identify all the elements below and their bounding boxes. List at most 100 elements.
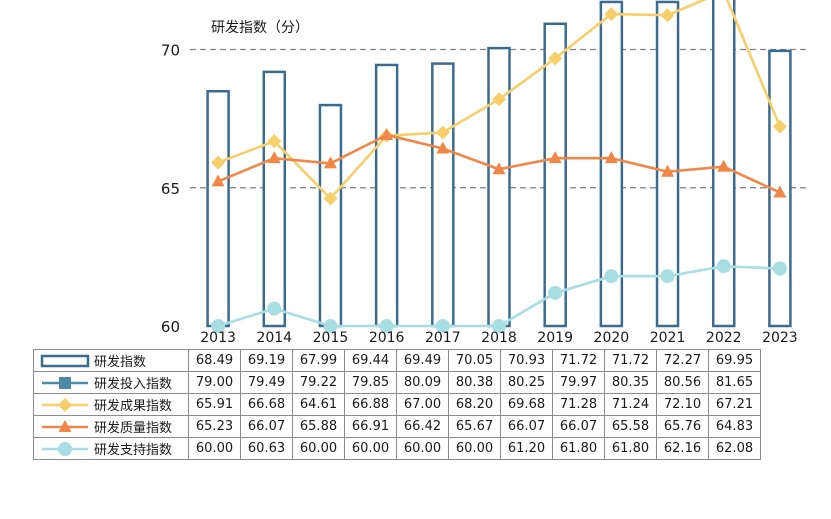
table-cell: 69.19 [240, 349, 293, 372]
bar [655, 0, 680, 328]
bar [318, 103, 343, 328]
x-tick-label: 2019 [537, 330, 573, 346]
legend-label: 研发投入指数 [94, 377, 173, 392]
table-cell: 80.38 [448, 371, 501, 394]
table-cell: 69.68 [500, 393, 553, 416]
legend-key [40, 397, 90, 412]
table-cell: 65.88 [292, 415, 345, 438]
legend-key [40, 376, 90, 390]
table-cell: 62.08 [708, 437, 761, 460]
table-cell: 80.35 [604, 371, 657, 394]
marker-triangle [604, 151, 618, 164]
table-cell: 67.21 [708, 393, 761, 416]
table-cell: 68.49 [188, 349, 241, 372]
x-tick-label: 2023 [762, 330, 798, 346]
y-tick-label: 60 [161, 318, 180, 336]
table-cell: 69.95 [708, 349, 761, 372]
grid-lines [190, 48, 808, 189]
table-cell: 66.07 [500, 415, 553, 438]
marker-diamond [58, 397, 72, 412]
marker-circle [716, 259, 731, 274]
bar [262, 70, 287, 328]
table-cell: 71.28 [552, 393, 605, 416]
table-cell: 60.63 [240, 437, 293, 460]
table-cell: 64.61 [292, 393, 345, 416]
table-cell: 79.22 [292, 371, 345, 394]
marker-circle [58, 441, 72, 456]
legend-cell: 研发质量指数 [33, 415, 189, 438]
table-cell: 61.80 [552, 437, 605, 460]
x-tick-label: 2014 [256, 330, 292, 346]
y-tick-label: 70 [161, 42, 180, 60]
marker-triangle [436, 141, 450, 154]
marker-circle [267, 301, 282, 316]
x-axis: 2013 2014 2015 2016 2017 2018 2019 2020 2021 2022… [200, 330, 797, 346]
marker-circle [211, 319, 226, 333]
table-cell: 79.49 [240, 371, 293, 394]
table-cell: 79.85 [344, 371, 397, 394]
legend-cell: 研发成果指数 [33, 393, 189, 416]
table-cell: 66.88 [344, 393, 397, 416]
table-cell: 71.24 [604, 393, 657, 416]
bar [431, 62, 455, 328]
table-cell: 79.97 [552, 371, 605, 394]
marker-triangle [548, 151, 562, 164]
table-row: 研发指数 68.49 69.19 67.99 69.44 69.49 70.05 70.93 7… [33, 349, 761, 372]
table-cell: 66.91 [344, 415, 397, 438]
table-cell: 61.80 [604, 437, 657, 460]
table-cell: 67.00 [396, 393, 449, 416]
marker-circle [379, 319, 394, 333]
table-cell: 81.65 [708, 371, 761, 394]
marker-circle [604, 269, 619, 284]
table-cell: 66.42 [396, 415, 449, 438]
marker-circle [492, 319, 506, 333]
series-研发成果指数 [211, 0, 787, 206]
marker-square [59, 376, 71, 389]
bar [543, 22, 567, 328]
marker-diamond [492, 92, 506, 107]
table-cell: 71.72 [552, 349, 605, 372]
y-axis: 6065707580 [161, 42, 180, 337]
bar [487, 46, 511, 328]
table-cell: 80.09 [396, 371, 449, 394]
table-cell: 65.58 [604, 415, 657, 438]
table-row: 研发支持指数 60.00 60.63 60.00 60.00 60.00 60.00 61.2… [33, 437, 761, 460]
table-cell: 69.44 [344, 349, 397, 372]
series-研发支持指数 [211, 259, 787, 333]
table-cell: 68.20 [448, 393, 501, 416]
table-cell: 80.56 [656, 371, 709, 394]
table-row: 研发成果指数 65.91 66.68 64.61 66.88 67.00 68.20 69.6… [33, 393, 761, 416]
marker-triangle [492, 162, 506, 175]
table-cell: 80.25 [500, 371, 553, 394]
table-cell: 60.00 [292, 437, 345, 460]
x-tick-label: 2016 [369, 330, 405, 346]
marker-diamond [772, 119, 787, 134]
marker-triangle [717, 159, 731, 172]
x-tick-label: 2015 [313, 330, 349, 346]
table-row: 研发质量指数 65.23 66.07 65.88 66.91 66.42 65.67 66.0… [33, 415, 761, 438]
marker-diamond [323, 191, 338, 206]
table-cell: 72.10 [656, 393, 709, 416]
table-cell: 66.07 [240, 415, 293, 438]
table-cell: 60.00 [396, 437, 449, 460]
marker-circle [548, 285, 563, 300]
legend-key [40, 354, 90, 368]
marker-circle [435, 319, 450, 333]
bar [599, 0, 624, 328]
table-cell: 60.00 [188, 437, 241, 460]
marker-circle [660, 269, 675, 284]
marker-triangle [773, 185, 787, 198]
table-cell: 62.16 [656, 437, 709, 460]
marker-triangle [211, 174, 225, 187]
table-cell: 67.99 [292, 349, 345, 372]
legend-label: 研发指数 [94, 355, 147, 370]
marker-diamond [548, 51, 563, 66]
table-cell: 66.07 [552, 415, 605, 438]
legend-label: 研发质量指数 [94, 421, 173, 436]
table-cell: 69.49 [396, 349, 449, 372]
data-table: 研发指数 68.49 69.19 67.99 69.44 69.49 70.05 70.93 7… [33, 349, 761, 460]
table-cell: 60.00 [344, 437, 397, 460]
table-cell: 61.20 [500, 437, 553, 460]
table-cell: 70.05 [448, 349, 501, 372]
